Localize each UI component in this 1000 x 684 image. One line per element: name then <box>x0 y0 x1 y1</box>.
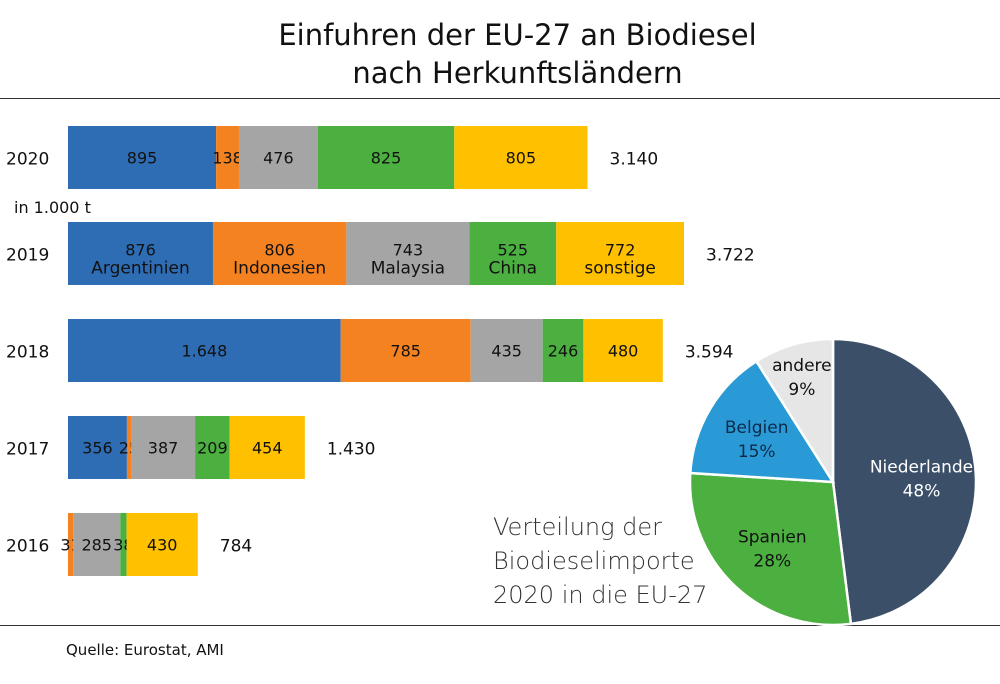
pie-percent: 15% <box>738 442 776 462</box>
year-label: 2016 <box>6 537 49 557</box>
top-divider <box>0 98 1000 99</box>
pie-label: Niederlande <box>870 457 973 477</box>
data-label: 895 <box>127 149 158 168</box>
bar-segment-china <box>542 319 584 382</box>
data-label: 480 <box>608 342 639 361</box>
chart-title-line1: Einfuhren der EU-27 an Biodiesel <box>278 18 757 52</box>
pie-percent: 9% <box>788 380 815 400</box>
data-label: 209 <box>197 439 228 458</box>
data-label: 525 <box>498 241 529 260</box>
total-label: 784 <box>220 537 252 557</box>
data-label: 806 <box>264 241 295 260</box>
total-label: 3.140 <box>610 150 659 170</box>
total-label: 3.594 <box>685 343 734 363</box>
bar-segment-china <box>317 126 455 189</box>
bottom-divider <box>0 625 1000 626</box>
pie-slice-belgien <box>688 359 836 484</box>
data-label: 825 <box>371 149 402 168</box>
data-label: 387 <box>148 439 179 458</box>
bar-segment-sonstige <box>229 416 305 479</box>
bar-segment-argentinien <box>68 126 217 189</box>
year-label: 2017 <box>6 440 49 460</box>
data-label: 476 <box>263 149 294 168</box>
bar-segment-malaysia <box>131 416 196 479</box>
data-label: 430 <box>147 536 178 555</box>
legend-label: Indonesien <box>233 259 326 279</box>
data-label: 138 <box>212 149 243 168</box>
bar-segment-indonesien <box>340 319 471 382</box>
bar-segment-china <box>469 222 557 285</box>
data-label: 1.648 <box>181 342 227 361</box>
bar-segment-china <box>120 513 127 576</box>
total-label: 1.430 <box>327 440 376 460</box>
pie-label: andere <box>772 356 832 376</box>
pie-title-line: Verteilung der <box>493 513 663 541</box>
pie-slice-andere <box>754 337 835 487</box>
pie-title-line: 2020 in die EU-27 <box>493 581 708 609</box>
bar-segment-argentinien <box>68 319 341 382</box>
data-label: 435 <box>491 342 522 361</box>
bar-segment-indonesien <box>68 513 74 576</box>
year-label: 2018 <box>6 343 49 363</box>
bar-segment-sonstige <box>126 513 198 576</box>
data-label: 785 <box>390 342 421 361</box>
bar-segment-sonstige <box>583 319 663 382</box>
data-label: 876 <box>125 241 156 260</box>
pie-slice-spanien <box>688 471 853 627</box>
legend-label: Argentinien <box>91 259 189 279</box>
bar-segment-malaysia <box>470 319 543 382</box>
pie-label: Spanien <box>738 528 807 548</box>
bar-segment-malaysia <box>73 513 121 576</box>
data-label: 454 <box>252 439 283 458</box>
pie-percent: 28% <box>753 552 791 572</box>
bar-segment-indonesien <box>216 126 239 189</box>
data-label: 805 <box>506 149 537 168</box>
year-label: 2020 <box>6 150 49 170</box>
source-note: Quelle: Eurostat, AMI <box>66 641 224 659</box>
year-label: 2019 <box>6 246 49 266</box>
total-label: 3.722 <box>706 246 755 266</box>
data-label: 743 <box>393 241 424 260</box>
chart-title-line2: nach Herkunftsländern <box>352 56 683 90</box>
legend-label: Malaysia <box>371 259 445 279</box>
legend-label: China <box>489 259 538 279</box>
bar-segment-china <box>195 416 230 479</box>
bar-segment-sonstige <box>454 126 588 189</box>
unit-label: in 1.000 t <box>14 198 91 217</box>
data-label: 285 <box>81 536 112 555</box>
legend-label: sonstige <box>584 259 656 279</box>
pie-title: Verteilung der Biodieselimporte 2020 in … <box>493 510 707 612</box>
data-label: 246 <box>548 342 579 361</box>
data-label: 772 <box>605 241 636 260</box>
bar-segment-sonstige <box>556 222 684 285</box>
bar-segment-argentinien <box>68 416 127 479</box>
bar-segment-malaysia <box>238 126 318 189</box>
pie-title-line: Biodieselimporte <box>493 547 695 575</box>
pie-slice-niederlande <box>831 337 978 626</box>
pie-label: Belgien <box>725 418 789 438</box>
pie-percent: 48% <box>903 481 941 501</box>
bar-segment-indonesien <box>212 222 347 285</box>
bar-segment-indonesien <box>126 416 132 479</box>
bar-segment-malaysia <box>346 222 470 285</box>
bar-segment-argentinien <box>68 222 213 285</box>
data-label: 356 <box>82 439 113 458</box>
